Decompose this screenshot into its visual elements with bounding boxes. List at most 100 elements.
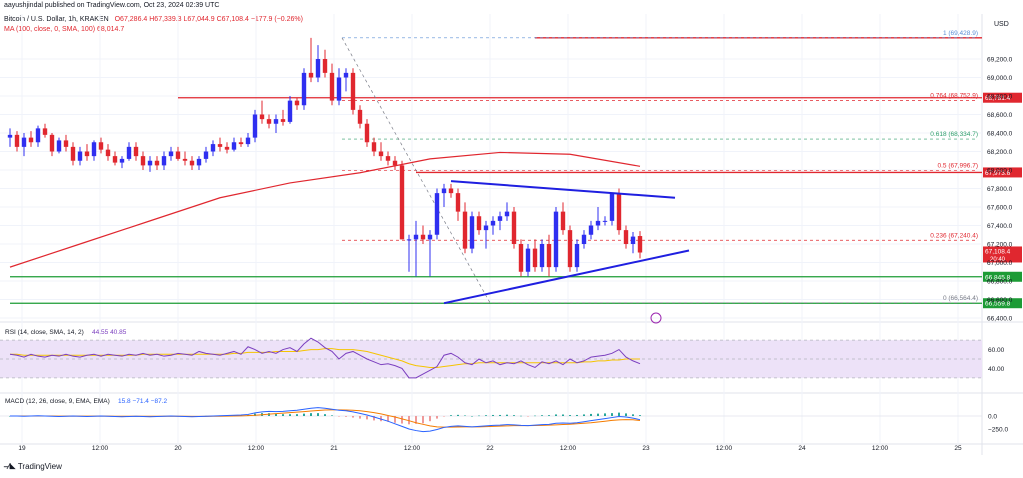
candle-body <box>588 225 594 235</box>
macd-histogram-bar <box>408 416 410 425</box>
candle-body <box>315 59 321 78</box>
price-badge-label: 67,973.6 <box>985 170 1011 177</box>
macd-histogram-bar <box>555 414 557 416</box>
macd-pane: 0.0 −250.0 MACD (12, 26, close, 9, EMA, EM… <box>0 398 1008 434</box>
macd-histogram-bar <box>520 415 522 417</box>
candle-body <box>385 156 391 161</box>
brand-label: TradingView <box>17 462 62 471</box>
macd-histogram-bar <box>450 415 452 416</box>
x-tick-label: 12:00 <box>872 445 889 452</box>
macd-histogram-bar <box>618 412 620 416</box>
y-tick-label: 69,000.0 <box>987 75 1013 82</box>
candle-body <box>126 146 132 159</box>
candle-body <box>553 211 559 268</box>
y-tick-label: 68,800.0 <box>987 94 1013 101</box>
y-tick-label: 68,000.0 <box>987 168 1013 175</box>
last-price-label: 67,108.4 <box>985 248 1011 255</box>
candle-body <box>427 234 433 240</box>
candle-body <box>350 72 356 110</box>
macd-histogram-bar <box>471 416 473 417</box>
macd-histogram-bar <box>289 414 291 416</box>
macd-histogram-bar <box>548 415 550 416</box>
fib-label: 0.236 (67,240.4) <box>930 232 978 239</box>
x-tick-label: 23 <box>642 445 650 452</box>
candle-body <box>301 72 307 106</box>
macd-histogram-bar <box>583 414 585 416</box>
candle-body <box>105 149 111 157</box>
macd-histogram-bar <box>625 413 627 416</box>
macd-histogram-bar <box>604 413 606 416</box>
candle-body <box>574 244 580 268</box>
fib-label: 0.618 (68,334.7) <box>930 131 978 138</box>
fib-label: 1 (69,428.9) <box>943 30 978 37</box>
macd-histogram-bar <box>352 416 354 418</box>
y-tick-label: 66,400.0 <box>987 316 1013 323</box>
candle-body <box>630 236 636 244</box>
y-tick-label: 67,000.0 <box>987 260 1013 267</box>
candle-body <box>469 216 475 249</box>
x-tick-label: 22 <box>486 445 494 452</box>
candle-body <box>623 230 629 244</box>
candle-body <box>637 236 643 253</box>
macd-histogram-bar <box>324 414 326 416</box>
macd-histogram-bar <box>541 415 543 416</box>
currency-label: USD <box>994 21 1009 28</box>
macd-histogram-bar <box>275 413 277 416</box>
macd-histogram-bar <box>317 413 319 416</box>
macd-histogram-bar <box>457 414 459 416</box>
macd-histogram-bar <box>345 416 347 417</box>
event-marker-icon <box>650 312 662 324</box>
candle-body <box>294 100 300 106</box>
candle-body <box>42 128 48 135</box>
y-tick-label: 67,800.0 <box>987 186 1013 193</box>
candle-body <box>532 248 538 268</box>
candle-body <box>329 72 335 101</box>
candle-body <box>441 188 447 194</box>
macd-histogram-bar <box>338 416 340 417</box>
y-tick-label: 68,200.0 <box>987 149 1013 156</box>
candle-body <box>21 137 27 147</box>
candle-body <box>448 188 454 194</box>
candle-body <box>413 234 419 240</box>
rsi-legend-name: RSI (14, close, SMA, 14, 2) <box>5 329 84 336</box>
candle-body <box>567 230 573 268</box>
candle-body <box>14 134 20 147</box>
y-tick-label: 68,400.0 <box>987 131 1013 138</box>
macd-histogram-bar <box>527 416 529 417</box>
candle-body <box>308 72 314 78</box>
ohlc-values: O67,286.4 H67,339.3 L67,044.9 C67,108.4 … <box>114 16 303 23</box>
candle-body <box>112 156 118 163</box>
macd-histogram-bar <box>478 415 480 417</box>
price-pane: 68,781.4 67,973.6 66,845.8 66,559.8 1 (69,42… <box>7 30 1022 324</box>
candle-body <box>609 193 615 221</box>
candle-body <box>154 160 160 166</box>
candle-body <box>336 77 342 101</box>
macd-tick-label: −250.0 <box>988 427 1008 434</box>
candle-body <box>273 119 279 124</box>
fib-label: 0 (66,564.4) <box>943 295 978 302</box>
candle-body <box>280 119 286 122</box>
candle-body <box>70 146 76 161</box>
symbol-ohlc-line: Bitcoin / U.S. Dollar, 1h, KRAKEN O67,28… <box>4 16 303 23</box>
rsi-pane: 60.00 40.00 RSI (14, close, SMA, 14, 2) 44.… <box>0 329 1005 379</box>
macd-histogram-bar <box>534 415 536 417</box>
axes: USD 66,400.0 66,600.0 66,800.0 67,000.0 67,20… <box>18 21 1012 452</box>
macd-histogram-bar <box>422 416 424 424</box>
macd-histogram-bar <box>576 414 578 416</box>
price-badge-bg <box>983 92 1022 103</box>
candle-body <box>560 211 566 231</box>
candle-body <box>224 146 230 150</box>
macd-histogram-bar <box>303 413 305 416</box>
fib-label: 0.5 (67,996.7) <box>938 162 978 169</box>
macd-histogram-bar <box>597 413 599 416</box>
candle-body <box>245 137 251 145</box>
y-tick-label: 67,600.0 <box>987 205 1013 212</box>
candle-body <box>420 234 426 240</box>
price-badge-bg <box>983 271 1022 282</box>
tradingview-brand: ⎯⁄◣ TradingView <box>4 462 62 472</box>
candle-body <box>357 109 363 124</box>
candle-body <box>581 234 587 244</box>
candle-body <box>259 114 265 120</box>
macd-histogram-bar <box>464 415 466 416</box>
macd-histogram-bar <box>429 416 431 422</box>
